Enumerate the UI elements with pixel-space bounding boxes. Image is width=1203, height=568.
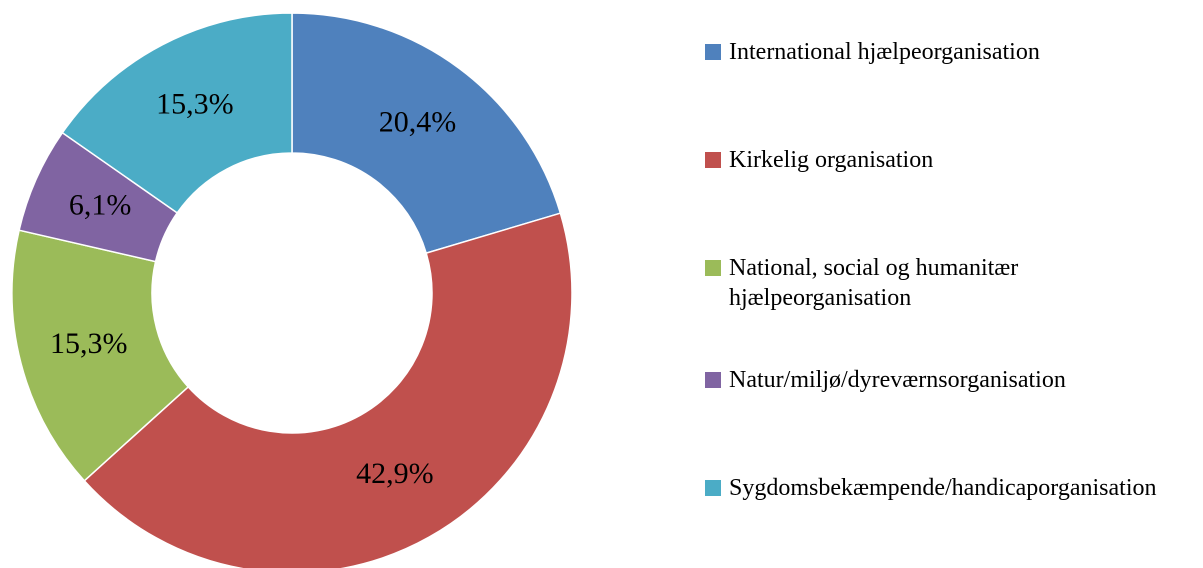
legend-label: International hjælpeorganisation	[729, 39, 1040, 65]
legend-label: Natur/miljø/dyreværnsorganisation	[729, 367, 1066, 393]
legend-item: Kirkelig organisation	[705, 145, 1175, 175]
donut-slice	[291, 12, 562, 255]
legend: International hjælpeorganisation Kirkelig…	[705, 0, 1185, 568]
donut-slice	[11, 229, 190, 482]
chart: 20,4% 42,9% 15,3% 6,1% 15,3%	[11, 12, 573, 568]
legend-item: International hjælpeorganisation	[705, 37, 1175, 67]
donut-slice	[61, 12, 293, 214]
data-label: 20,4%	[379, 106, 457, 139]
data-label: 15,3%	[50, 327, 128, 360]
donut-slice	[83, 212, 573, 568]
data-label: 42,9%	[356, 457, 434, 490]
legend-swatch	[705, 480, 721, 496]
legend-swatch	[705, 44, 721, 60]
legend-item: Natur/miljø/dyreværnsorganisation	[705, 365, 1175, 395]
legend-swatch	[705, 372, 721, 388]
data-label: 6,1%	[69, 189, 132, 222]
legend-label: National, social og humanitær hjælpeorga…	[729, 255, 1019, 311]
data-label: 15,3%	[156, 88, 234, 121]
legend-swatch	[705, 260, 721, 276]
legend-swatch	[705, 152, 721, 168]
legend-label: Kirkelig organisation	[729, 147, 934, 173]
legend-label: Sygdomsbekæmpende/handicaporganisation	[729, 475, 1157, 501]
legend-item: National, social og humanitær hjælpeorga…	[705, 253, 1175, 313]
legend-item: Sygdomsbekæmpende/handicaporganisation	[705, 473, 1175, 503]
